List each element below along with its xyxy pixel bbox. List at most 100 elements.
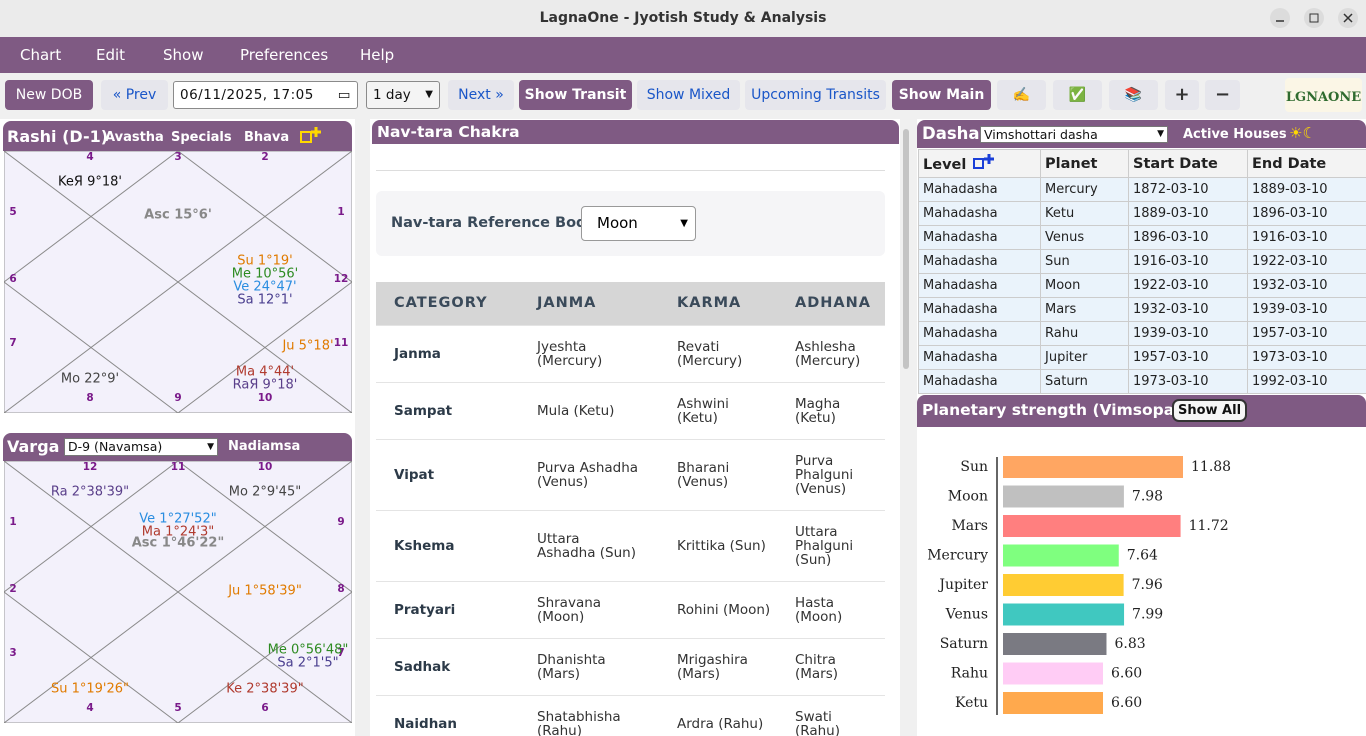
table-cell: 1973-03-10 bbox=[1247, 345, 1366, 370]
table-row: Mahadasha Mars 1932-03-10 1939-03-10 bbox=[918, 297, 1366, 322]
scrollbar[interactable] bbox=[900, 119, 912, 736]
window-controls[interactable] bbox=[1268, 7, 1364, 29]
table-row: Mahadasha Moon 1922-03-10 1932-03-10 bbox=[918, 273, 1366, 298]
navtara-header: Nav-tara Chakra bbox=[372, 120, 899, 144]
active-houses[interactable]: Active Houses bbox=[1183, 127, 1287, 142]
new-dob-button[interactable]: New DOB bbox=[5, 80, 93, 110]
category-label: Mars bbox=[951, 518, 988, 534]
category-label: Ketu bbox=[955, 695, 988, 711]
next-button[interactable]: Next » bbox=[448, 80, 514, 110]
column-header: Level bbox=[918, 149, 1041, 178]
house-number: 3 bbox=[9, 647, 16, 659]
tab[interactable]: Nadiamsa bbox=[228, 439, 301, 454]
division-value: D-9 (Navamsa) bbox=[68, 439, 163, 454]
show-all-button[interactable]: Show All bbox=[1172, 399, 1247, 422]
tab[interactable]: Specials bbox=[171, 130, 232, 145]
planet-label: Me 0°56'48" bbox=[268, 643, 349, 658]
table-cell: 1922-03-10 bbox=[1247, 249, 1366, 274]
table-cell: 1957-03-10 bbox=[1128, 345, 1248, 370]
column-header: CATEGORY bbox=[376, 282, 519, 325]
chart-line bbox=[4, 151, 352, 413]
bar bbox=[1003, 574, 1124, 596]
scrollbar[interactable] bbox=[355, 119, 368, 736]
zoom-out-button[interactable]: − bbox=[1205, 80, 1240, 110]
table-cell: Mahadasha bbox=[918, 321, 1041, 346]
table-cell: Rahu bbox=[1040, 321, 1129, 346]
table-cell: Dhanishta (Mars) bbox=[519, 637, 659, 695]
column-header: Start Date bbox=[1128, 149, 1248, 178]
step-value: 1 day bbox=[373, 87, 411, 103]
table-cell: Sampat bbox=[376, 381, 519, 439]
house-number: 7 bbox=[337, 647, 344, 659]
table-cell: 1939-03-10 bbox=[1128, 321, 1248, 346]
title-bar: LagnaOne - Jyotish Study & Analysis bbox=[0, 0, 1366, 37]
nakshatra: Uttara Phalguni (Sun) bbox=[795, 523, 854, 568]
scroll-thumb[interactable] bbox=[903, 129, 909, 369]
table-cell: Sadhak bbox=[376, 637, 519, 695]
menu-item[interactable]: Preferences bbox=[240, 46, 329, 64]
reference-select[interactable]: Moon ▼ bbox=[581, 206, 696, 241]
column-label: End Date bbox=[1252, 155, 1327, 172]
planet-label: Mo 22°9' bbox=[61, 372, 119, 387]
table-cell: Kshema bbox=[376, 509, 519, 581]
tab[interactable]: Bhava bbox=[244, 130, 290, 145]
table-cell: 1916-03-10 bbox=[1128, 249, 1248, 274]
upcoming-transits-button[interactable]: Upcoming Transits bbox=[745, 80, 886, 110]
reference-box: Nav-tara Reference Body: Moon ▼ bbox=[376, 191, 885, 256]
dropdown-arrow: ▼ bbox=[1157, 129, 1164, 139]
tab[interactable]: Avastha bbox=[105, 130, 164, 145]
nakshatra: Shravana (Moon) bbox=[537, 594, 602, 625]
value-label: 6.83 bbox=[1114, 636, 1145, 652]
rashi-chart: 4 3 2 5 1 6 12 7 11 8 9 10 KeЯ 9°18' Asc 15°6' Su 1°19… bbox=[4, 151, 352, 413]
category: Janma bbox=[394, 345, 441, 362]
table-cell: Moon bbox=[1040, 273, 1129, 298]
sun-moon-toggle[interactable]: ☀☾ bbox=[1289, 124, 1316, 142]
icon-button[interactable]: ✍️ bbox=[997, 80, 1046, 110]
menu-item[interactable]: Help bbox=[360, 46, 395, 64]
house-number: 10 bbox=[258, 392, 273, 404]
show-mixed-button[interactable]: Show Mixed bbox=[637, 80, 740, 110]
add-icon[interactable] bbox=[299, 126, 323, 144]
chart-line bbox=[4, 461, 352, 723]
table-cell: Mercury bbox=[1040, 177, 1129, 202]
datetime-input[interactable]: 06/11/2025, 17:05 ▭ bbox=[173, 81, 358, 109]
icon-button[interactable]: 📚 bbox=[1109, 80, 1158, 110]
icon-button[interactable]: ✅ bbox=[1053, 80, 1102, 110]
show-transit-button[interactable]: Show Transit bbox=[519, 80, 632, 110]
table-cell: 1957-03-10 bbox=[1247, 321, 1366, 346]
division-select[interactable]: D-9 (Navamsa) ▼ bbox=[64, 438, 218, 456]
add-icon[interactable] bbox=[972, 154, 996, 170]
house-number: 5 bbox=[9, 206, 16, 218]
nakshatra: Rohini (Moon) bbox=[677, 601, 771, 618]
zoom-in-button[interactable]: + bbox=[1165, 80, 1199, 110]
planet-label: Ma 4°44' bbox=[236, 365, 294, 380]
table-cell: Jupiter bbox=[1040, 345, 1129, 370]
menu-item[interactable]: Chart bbox=[20, 46, 62, 64]
table-cell: Swati (Rahu) bbox=[777, 694, 885, 736]
category: Sampat bbox=[394, 402, 453, 419]
table-cell: Jyeshta (Mercury) bbox=[519, 324, 659, 382]
strength-header: Planetary strength (Vimsopaka) Show All bbox=[917, 395, 1366, 427]
table-row: Mahadasha Mercury 1872-03-10 1889-03-10 bbox=[918, 177, 1366, 202]
table-cell: Revati (Mercury) bbox=[659, 324, 777, 382]
planet-label: KeЯ 9°18' bbox=[58, 175, 122, 190]
table-cell: Chitra (Mars) bbox=[777, 637, 885, 695]
menu-item[interactable]: Edit bbox=[96, 46, 126, 64]
category-label: Saturn bbox=[940, 636, 988, 652]
bar bbox=[1003, 456, 1183, 478]
table-cell: 1872-03-10 bbox=[1128, 177, 1248, 202]
category: Naidhan bbox=[394, 715, 458, 732]
house-number: 11 bbox=[334, 337, 349, 349]
menu-item[interactable]: Show bbox=[163, 46, 204, 64]
step-select[interactable]: 1 day ▼ bbox=[366, 81, 440, 109]
nakshatra: Swati (Rahu) bbox=[795, 708, 841, 736]
show-main-button[interactable]: Show Main bbox=[892, 80, 991, 110]
table-cell: Uttara Phalguni (Sun) bbox=[777, 509, 885, 581]
dasha-system-select[interactable]: Vimshottari dasha ▼ bbox=[980, 126, 1168, 143]
table-cell: Purva Ashadha (Venus) bbox=[519, 438, 659, 510]
table-cell: Pratyari bbox=[376, 580, 519, 638]
table-row: Mahadasha Jupiter 1957-03-10 1973-03-10 bbox=[918, 345, 1366, 370]
table-cell: 1889-03-10 bbox=[1128, 201, 1248, 226]
prev-button[interactable]: « Prev bbox=[101, 80, 168, 110]
table-cell: Purva Phalguni (Venus) bbox=[777, 438, 885, 510]
